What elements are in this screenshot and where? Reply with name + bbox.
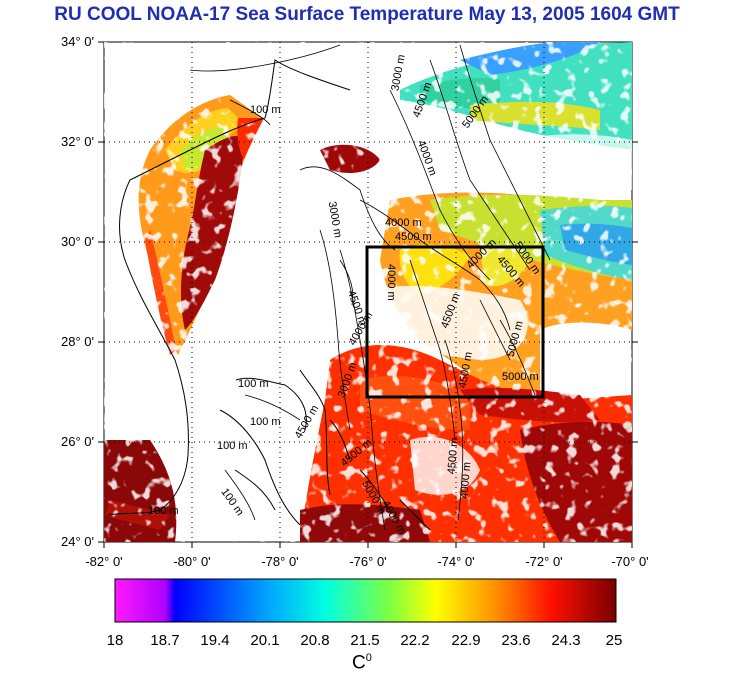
colorbar-label: 21.5 — [350, 632, 380, 649]
y-tick-label: 26° 0' — [61, 434, 94, 449]
unit-superscript: 0 — [365, 652, 372, 664]
colorbar-label: 20.1 — [250, 632, 280, 649]
axis-ticks — [98, 41, 638, 548]
contour-label: 4000 m — [385, 264, 397, 301]
map-title: RU COOL NOAA-17 Sea Surface Temperature … — [54, 4, 680, 25]
y-tick-label: 30° 0' — [61, 234, 94, 249]
contour-label: 4500 m — [446, 437, 461, 475]
y-axis-labels: 34° 0' 32° 0' 30° 0' 28° 0' 26° 0' 24° 0… — [61, 34, 94, 549]
colorbar-label: 25 — [605, 632, 623, 649]
x-tick-label: -80° 0' — [173, 554, 210, 569]
colorbar — [114, 578, 617, 623]
colorbar-label: 18 — [106, 632, 124, 649]
y-tick-label: 34° 0' — [61, 34, 94, 49]
contour-label: 4000 m — [458, 461, 473, 499]
study-region-box — [365, 245, 545, 399]
contour-label: 100 m — [250, 104, 281, 116]
colorbar-label: 18.7 — [150, 632, 180, 649]
coastline — [107, 59, 431, 531]
colorbar-label: 19.4 — [200, 632, 230, 649]
colorbar-label: 20.8 — [300, 632, 330, 649]
x-tick-label: -74° 0' — [437, 554, 474, 569]
x-tick-label: -82° 0' — [85, 554, 122, 569]
colorbar-label: 22.9 — [451, 632, 481, 649]
contour-label: 4500 m — [395, 231, 432, 243]
contour-label: 100 m — [148, 505, 179, 517]
contour-label: 100 m — [250, 416, 281, 428]
bathymetry-contours — [189, 44, 551, 531]
colorbar-unit: C0 — [352, 652, 372, 674]
x-tick-label: -72° 0' — [525, 554, 562, 569]
colorbar-label: 24.3 — [551, 632, 581, 649]
y-tick-label: 32° 0' — [61, 134, 94, 149]
colorbar-label: 23.6 — [501, 632, 531, 649]
contour-label: 100 m — [217, 440, 248, 452]
x-tick-label: -78° 0' — [261, 554, 298, 569]
unit-letter: C — [352, 652, 366, 674]
contour-label: 4000 m — [385, 217, 422, 229]
colorbar-label: 22.2 — [400, 632, 430, 649]
contour-label: 5000 m — [502, 371, 539, 383]
y-tick-label: 24° 0' — [61, 534, 94, 549]
y-tick-label: 28° 0' — [61, 334, 94, 349]
x-axis-labels: -82° 0' -80° 0' -78° 0' -76° 0' -74° 0' … — [85, 554, 648, 569]
contour-label: 100 m — [238, 378, 269, 390]
x-tick-label: -70° 0' — [611, 554, 648, 569]
x-tick-label: -76° 0' — [349, 554, 386, 569]
